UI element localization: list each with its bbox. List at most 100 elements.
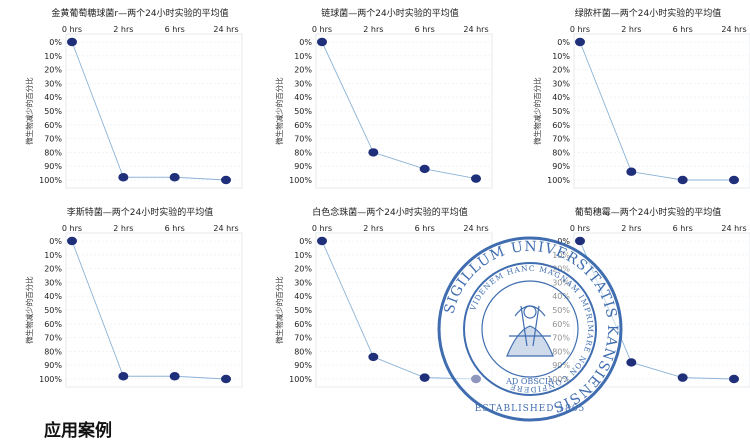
y-axis-label: 微生物减少的百分比 bbox=[24, 276, 34, 344]
y-tick-label: 100% bbox=[289, 176, 312, 185]
seal-inner-ring bbox=[463, 262, 597, 396]
y-tick-label: 40% bbox=[44, 93, 62, 102]
seal-emblem bbox=[506, 305, 554, 357]
chart-title: 李斯特菌—两个24小时实验的平均值 bbox=[66, 208, 214, 218]
series-line bbox=[71, 41, 227, 181]
y-tick-label: 20% bbox=[294, 66, 312, 75]
data-point bbox=[575, 37, 585, 47]
y-tick-label: 20% bbox=[44, 265, 62, 274]
y-tick-label: 90% bbox=[44, 162, 62, 171]
y-tick-label: 70% bbox=[552, 135, 570, 144]
y-tick-label: 80% bbox=[44, 148, 62, 157]
x-tick-label: 2 hrs bbox=[363, 224, 383, 233]
x-tick-label: 24 hrs bbox=[463, 224, 488, 233]
data-point bbox=[368, 148, 379, 157]
y-tick-label: 50% bbox=[294, 107, 312, 116]
y-tick-label: 100% bbox=[39, 375, 62, 384]
y-tick-label: 60% bbox=[44, 320, 62, 329]
y-tick-label: 60% bbox=[294, 121, 312, 130]
y-tick-label: 70% bbox=[44, 334, 62, 343]
y-tick-label: 0% bbox=[299, 237, 312, 246]
y-tick-label: 100% bbox=[39, 176, 62, 185]
x-tick-label: 2 hrs bbox=[113, 25, 133, 34]
y-tick-label: 100% bbox=[547, 176, 570, 185]
chart-title: 葡萄穗霉—两个24小时实验的平均值 bbox=[574, 208, 722, 218]
data-point bbox=[221, 175, 231, 185]
data-point bbox=[729, 175, 739, 185]
y-tick-label: 60% bbox=[552, 320, 570, 329]
x-tick-label: 2 hrs bbox=[621, 224, 641, 233]
series-line bbox=[579, 41, 734, 181]
y-tick-label: 90% bbox=[294, 162, 312, 171]
y-tick-label: 70% bbox=[294, 135, 312, 144]
x-tick-label: 0 hrs bbox=[570, 25, 590, 34]
x-tick-label: 2 hrs bbox=[363, 25, 383, 34]
y-tick-label: 70% bbox=[44, 135, 62, 144]
data-point bbox=[626, 358, 637, 367]
data-point bbox=[368, 352, 379, 362]
y-tick-label: 50% bbox=[552, 107, 570, 116]
y-tick-label: 60% bbox=[552, 121, 570, 130]
y-tick-label: 80% bbox=[294, 347, 312, 356]
y-tick-label: 70% bbox=[552, 334, 570, 343]
x-tick-label: 0 hrs bbox=[312, 25, 332, 34]
y-tick-label: 50% bbox=[294, 306, 312, 315]
data-point bbox=[118, 372, 129, 381]
y-tick-label: 0% bbox=[557, 38, 570, 47]
chart-svg: 0%10%20%30%40%50%60%70%80%90%100%0 hrs2 … bbox=[547, 224, 750, 388]
data-point bbox=[221, 374, 231, 384]
y-tick-label: 10% bbox=[552, 251, 570, 260]
y-tick-label: 0% bbox=[49, 38, 62, 47]
y-tick-label: 20% bbox=[552, 265, 570, 274]
chart-panel: 链球菌—两个24小时实验的平均值 0% 10% 20% 30% 40% 50% 60% 70% 8… bbox=[270, 8, 500, 203]
x-tick-label: 24 hrs bbox=[721, 25, 746, 34]
data-point bbox=[471, 374, 481, 384]
y-tick-label: 80% bbox=[552, 347, 570, 356]
chart-panel: 李斯特菌—两个24小时实验的平均值 0% 10% 20% 30% 40% 50% 60% 70%… bbox=[20, 207, 250, 402]
y-tick-label: 10% bbox=[44, 52, 62, 61]
y-tick-label: 50% bbox=[552, 306, 570, 315]
page-caption: 应用案例 bbox=[44, 421, 112, 441]
chart-title: 金黄葡萄糖球菌r—两个24小时实验的平均值 bbox=[51, 9, 229, 19]
chart-panel: 绿脓杆菌—两个24小时实验的平均值 0% 10% 20% 30% 40% 50% 60% 70%… bbox=[528, 8, 750, 203]
data-point bbox=[317, 37, 327, 47]
x-tick-label: 6 hrs bbox=[673, 25, 693, 34]
y-axis-label: 微生物减少的百分比 bbox=[274, 77, 284, 145]
y-tick-label: 50% bbox=[44, 306, 62, 315]
series-line bbox=[321, 240, 477, 380]
y-tick-label: 10% bbox=[294, 251, 312, 260]
y-tick-label: 50% bbox=[44, 107, 62, 116]
seal-established: ESTABLISHED 1865 bbox=[475, 404, 585, 414]
y-tick-label: 60% bbox=[294, 320, 312, 329]
y-tick-label: 60% bbox=[44, 121, 62, 130]
y-tick-label: 0% bbox=[557, 237, 570, 246]
y-tick-label: 20% bbox=[294, 265, 312, 274]
x-tick-label: 6 hrs bbox=[165, 224, 185, 233]
y-tick-label: 80% bbox=[552, 148, 570, 157]
data-point bbox=[677, 373, 688, 382]
seal-motto: AD OBSCIA bbox=[505, 377, 554, 386]
y-axis-label: 微生物减少的百分比 bbox=[274, 276, 284, 344]
x-tick-label: 2 hrs bbox=[113, 224, 133, 233]
y-tick-label: 100% bbox=[289, 375, 312, 384]
y-axis-label: 微生物减少的百分比 bbox=[532, 77, 542, 145]
y-tick-label: 30% bbox=[552, 79, 570, 88]
university-seal: SIGILLUM UNIVERSITATIS KANSIENSIS VIDENE… bbox=[437, 236, 623, 422]
y-tick-label: 30% bbox=[552, 278, 570, 287]
y-tick-label: 10% bbox=[552, 52, 570, 61]
y-tick-label: 40% bbox=[552, 292, 570, 301]
y-tick-label: 90% bbox=[294, 361, 312, 370]
y-tick-label: 70% bbox=[294, 334, 312, 343]
chart-panel: 葡萄穗霉—两个24小时实验的平均值 0% 10% 20% 30% 40% 50% 60% 70%… bbox=[528, 207, 750, 402]
x-tick-label: 24 hrs bbox=[463, 25, 488, 34]
y-tick-label: 100% bbox=[547, 375, 570, 384]
y-tick-label: 30% bbox=[294, 278, 312, 287]
x-tick-label: 24 hrs bbox=[721, 224, 746, 233]
chart-title: 绿脓杆菌—两个24小时实验的平均值 bbox=[574, 9, 722, 19]
x-tick-label: 24 hrs bbox=[213, 224, 238, 233]
chart-panel: 金黄葡萄糖球菌r—两个24小时实验的平均值 0% 10% 20% 30% 40% 50% 60… bbox=[20, 8, 250, 203]
